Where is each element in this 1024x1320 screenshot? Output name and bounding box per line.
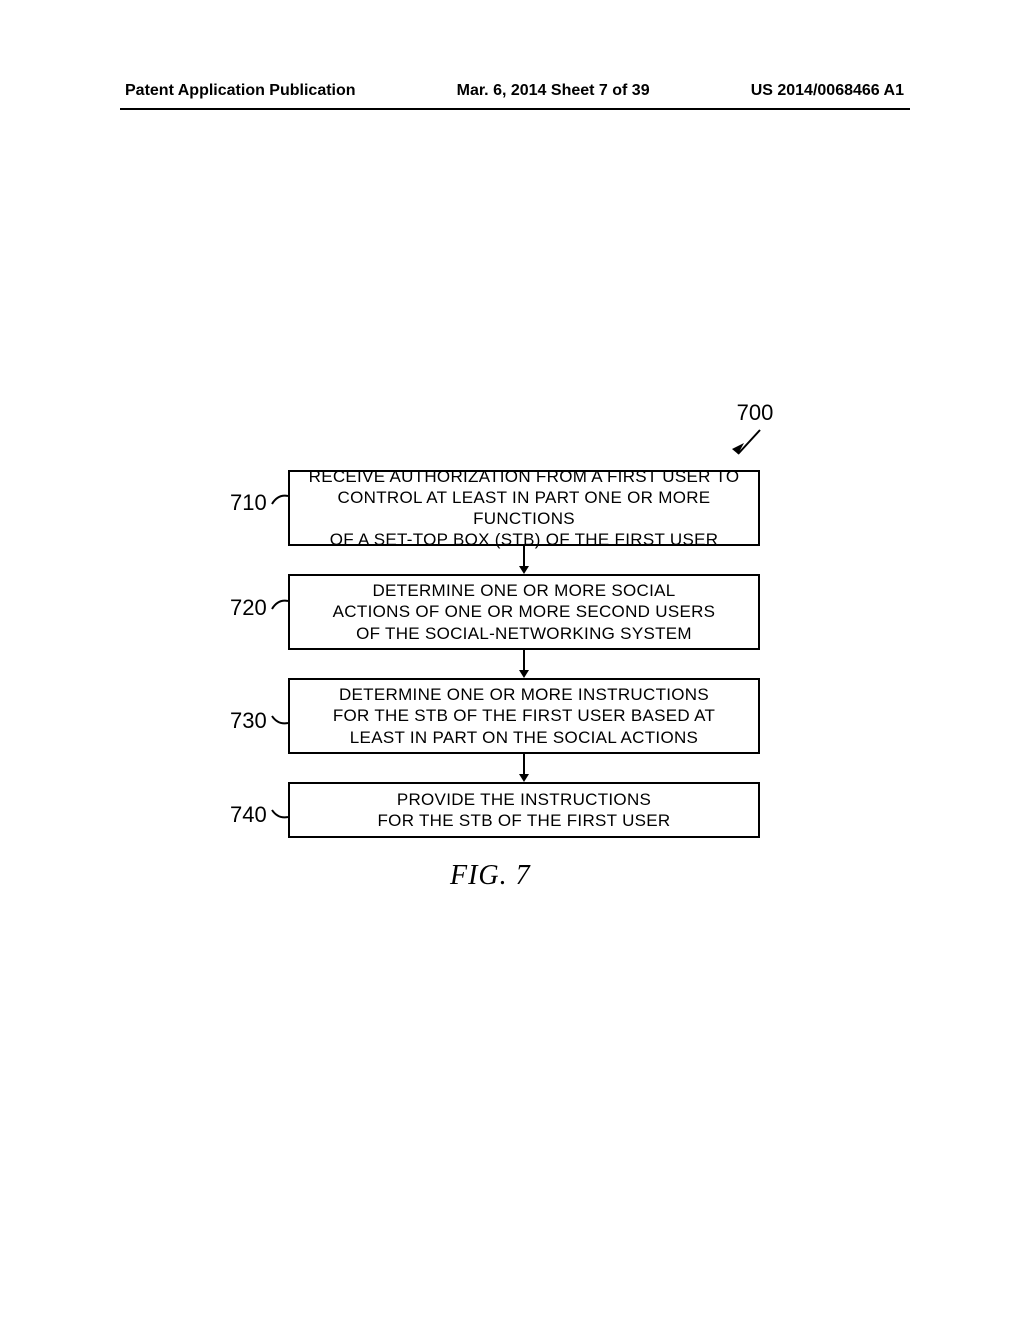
flow-label-710: 710 bbox=[230, 490, 267, 516]
flow-label-720: 720 bbox=[230, 595, 267, 621]
connector-arrow-icon bbox=[514, 546, 534, 576]
flow-step-line: CONTROL AT LEAST IN PART ONE OR MORE FUN… bbox=[296, 487, 752, 530]
flow-step-line: LEAST IN PART ON THE SOCIAL ACTIONS bbox=[350, 727, 698, 748]
flow-step-710: RECEIVE AUTHORIZATION FROM A FIRST USER … bbox=[288, 470, 760, 546]
connector-arrow-icon bbox=[514, 754, 534, 784]
figure-caption: FIG. 7 bbox=[450, 860, 531, 892]
lead-line-icon bbox=[268, 804, 292, 823]
connector-arrow-icon bbox=[514, 650, 534, 680]
header-mid: Mar. 6, 2014 Sheet 7 of 39 bbox=[457, 82, 650, 100]
flow-step-line: DETERMINE ONE OR MORE SOCIAL bbox=[372, 580, 675, 601]
flow-step-line: FOR THE STB OF THE FIRST USER BASED AT bbox=[333, 705, 715, 726]
lead-line-icon bbox=[268, 490, 292, 510]
page: Patent Application Publication Mar. 6, 2… bbox=[0, 0, 1024, 1320]
flow-step-line: ACTIONS OF ONE OR MORE SECOND USERS bbox=[333, 601, 716, 622]
header-left: Patent Application Publication bbox=[125, 82, 356, 100]
lead-line-icon bbox=[268, 710, 292, 729]
ref-arrow-icon bbox=[730, 428, 770, 468]
flow-step-line: FOR THE STB OF THE FIRST USER bbox=[377, 810, 670, 831]
header-rule bbox=[120, 108, 910, 110]
flow-step-line: RECEIVE AUTHORIZATION FROM A FIRST USER … bbox=[309, 466, 740, 487]
flow-label-730: 730 bbox=[230, 708, 267, 734]
flow-step-line: OF THE SOCIAL-NETWORKING SYSTEM bbox=[356, 623, 692, 644]
flow-step-740: PROVIDE THE INSTRUCTIONS FOR THE STB OF … bbox=[288, 782, 760, 838]
flow-label-740: 740 bbox=[230, 802, 267, 828]
header-right: US 2014/0068466 A1 bbox=[751, 82, 904, 100]
ref-number-700: 700 bbox=[725, 400, 785, 426]
flow-step-line: PROVIDE THE INSTRUCTIONS bbox=[397, 789, 651, 810]
page-header: Patent Application Publication Mar. 6, 2… bbox=[0, 82, 1024, 100]
flow-step-720: DETERMINE ONE OR MORE SOCIAL ACTIONS OF … bbox=[288, 574, 760, 650]
flow-step-line: DETERMINE ONE OR MORE INSTRUCTIONS bbox=[339, 684, 709, 705]
flow-step-730: DETERMINE ONE OR MORE INSTRUCTIONS FOR T… bbox=[288, 678, 760, 754]
lead-line-icon bbox=[268, 595, 292, 615]
